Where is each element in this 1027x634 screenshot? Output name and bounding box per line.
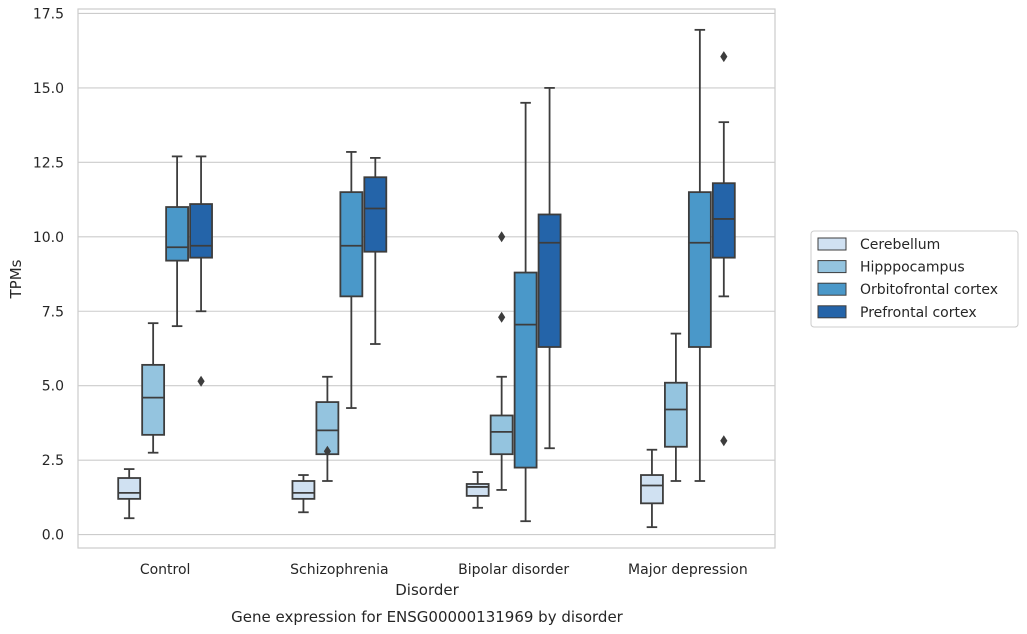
outlier-point xyxy=(323,445,331,457)
chart-caption: Gene expression for ENSG00000131969 by d… xyxy=(231,608,624,626)
legend-label: Prefrontal cortex xyxy=(860,305,977,321)
box-iqr xyxy=(664,381,688,448)
box xyxy=(664,332,688,482)
box-iqr xyxy=(687,191,712,348)
outlier-point xyxy=(197,375,205,387)
box xyxy=(537,87,562,450)
x-tick-label: Bipolar disorder xyxy=(458,562,569,578)
y-tick-label: 12.5 xyxy=(33,155,64,171)
box-iqr xyxy=(711,182,736,259)
legend-label: Cerebellum xyxy=(860,237,940,253)
legend-label: Orbitofrontal cortex xyxy=(860,282,998,298)
box-iqr xyxy=(513,271,538,469)
box xyxy=(489,231,514,491)
box-iqr xyxy=(117,477,142,500)
legend-swatch xyxy=(817,305,847,319)
x-tick-label: Major depression xyxy=(628,562,748,578)
legend-swatch xyxy=(817,260,847,274)
box-group xyxy=(640,28,736,529)
x-axis-ticks: Control Schizophrenia Bipolar disorder Majo… xyxy=(140,562,748,578)
y-tick-label: 7.5 xyxy=(42,304,64,320)
box-group xyxy=(117,155,213,520)
outlier-point xyxy=(720,435,728,447)
legend-item: Cerebellum xyxy=(817,237,940,253)
box-iqr xyxy=(141,363,166,436)
box xyxy=(165,155,189,328)
legend: Cerebellum Hipppocampus Orbitofrontal cort… xyxy=(810,230,1019,328)
box-group xyxy=(465,87,562,523)
box xyxy=(117,468,142,520)
box-iqr xyxy=(640,474,664,505)
legend-item: Hipppocampus xyxy=(817,260,965,276)
legend-label: Hipppocampus xyxy=(860,260,965,276)
box-iqr xyxy=(363,176,388,253)
y-axis-title: TPMs xyxy=(7,259,25,299)
box xyxy=(363,156,388,345)
box-iqr xyxy=(339,191,364,298)
box xyxy=(315,375,340,482)
y-tick-label: 0.0 xyxy=(42,528,64,544)
box-iqr xyxy=(291,480,316,500)
box xyxy=(513,101,538,523)
x-tick-label: Control xyxy=(140,562,191,578)
y-tick-label: 10.0 xyxy=(33,230,64,246)
legend-swatch xyxy=(817,237,847,251)
box xyxy=(465,471,490,509)
outlier-point xyxy=(498,231,506,243)
box xyxy=(141,322,166,454)
box xyxy=(640,448,664,529)
legend-item: Prefrontal cortex xyxy=(817,305,977,321)
box-group xyxy=(291,151,388,514)
box xyxy=(189,155,213,387)
box-iqr xyxy=(465,483,490,497)
box-iqr xyxy=(189,203,213,259)
y-axis-ticks: 0.0 2.5 5.0 7.5 10.0 12.5 15.0 17.5 xyxy=(33,6,64,543)
legend-frame xyxy=(810,230,1019,328)
outlier-point xyxy=(498,311,506,323)
box-groups xyxy=(117,28,736,529)
box xyxy=(711,51,736,447)
legend-item: Orbitofrontal cortex xyxy=(817,282,998,298)
x-axis-title: Disorder xyxy=(395,581,459,599)
legend-swatch xyxy=(817,282,847,296)
y-tick-label: 5.0 xyxy=(42,379,64,395)
box-iqr xyxy=(165,206,189,262)
box xyxy=(291,474,316,514)
box xyxy=(687,28,712,482)
plot-area xyxy=(77,8,776,549)
y-tick-label: 15.0 xyxy=(33,81,64,97)
box xyxy=(339,151,364,409)
box-iqr xyxy=(489,414,514,456)
y-tick-label: 17.5 xyxy=(33,6,64,22)
y-tick-label: 2.5 xyxy=(42,453,64,469)
outlier-point xyxy=(720,51,728,63)
box-iqr xyxy=(537,213,562,348)
x-tick-label: Schizophrenia xyxy=(290,562,388,578)
